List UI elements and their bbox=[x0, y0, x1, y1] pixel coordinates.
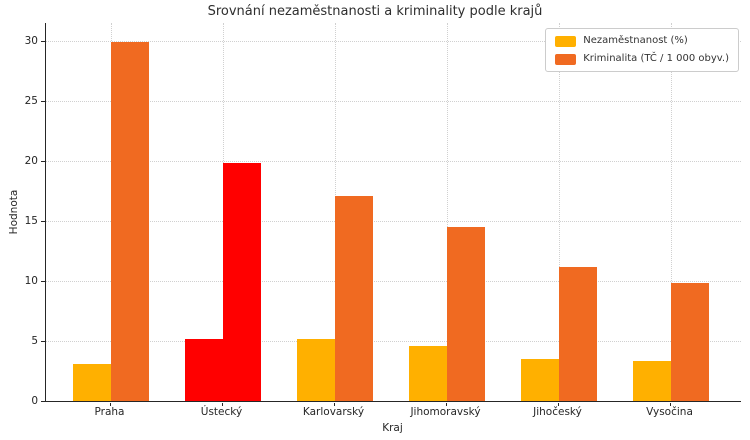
bar bbox=[558, 266, 597, 401]
x-tick-mark bbox=[109, 403, 111, 406]
x-tick-mark bbox=[669, 403, 671, 406]
y-tick-mark bbox=[41, 221, 45, 223]
bar bbox=[296, 338, 335, 401]
gridline-horizontal bbox=[46, 41, 741, 42]
gridline-horizontal bbox=[46, 221, 741, 222]
legend-entry: Nezaměstnanost (%) bbox=[555, 35, 729, 47]
x-axis-title: Kraj bbox=[382, 422, 403, 434]
legend-label: Nezaměstnanost (%) bbox=[583, 35, 688, 46]
y-tick-mark bbox=[41, 101, 45, 103]
legend-label: Kriminalita (TČ / 1 000 obyv.) bbox=[583, 53, 729, 64]
y-tick-mark bbox=[41, 401, 45, 403]
x-tick-label: Praha bbox=[94, 406, 125, 418]
bar bbox=[670, 283, 709, 401]
legend-swatch bbox=[555, 35, 577, 47]
gridline-horizontal bbox=[46, 281, 741, 282]
bar bbox=[446, 227, 485, 401]
bar bbox=[632, 361, 671, 401]
x-tick-label: Jihomoravský bbox=[410, 406, 481, 418]
bar bbox=[110, 42, 149, 401]
y-axis-title: Hodnota bbox=[8, 189, 20, 235]
gridline-horizontal bbox=[46, 101, 741, 102]
chart-title: Srovnání nezaměstnanosti a kriminality p… bbox=[207, 4, 543, 19]
bar bbox=[408, 345, 447, 401]
x-tick-label: Vysočina bbox=[646, 406, 693, 418]
y-tick-label: 0 bbox=[31, 395, 38, 407]
legend-swatch bbox=[555, 53, 577, 65]
y-tick-label: 30 bbox=[24, 35, 38, 47]
x-tick-mark bbox=[557, 403, 559, 406]
y-tick-mark bbox=[41, 41, 45, 43]
y-tick-label: 15 bbox=[24, 215, 38, 227]
x-tick-label: Jihočeský bbox=[533, 406, 582, 418]
gridline-vertical bbox=[670, 23, 672, 401]
plot-area bbox=[45, 23, 741, 402]
y-tick-mark bbox=[41, 161, 45, 163]
y-tick-label: 5 bbox=[31, 335, 38, 347]
gridline-horizontal bbox=[46, 161, 741, 162]
y-tick-label: 25 bbox=[24, 95, 38, 107]
gridline-vertical bbox=[558, 23, 560, 401]
x-tick-mark bbox=[221, 403, 223, 406]
gridline-horizontal bbox=[46, 341, 741, 342]
y-tick-mark bbox=[41, 281, 45, 283]
y-tick-label: 10 bbox=[24, 275, 38, 287]
x-tick-mark bbox=[333, 403, 335, 406]
bar bbox=[72, 363, 111, 401]
y-tick-label: 20 bbox=[24, 155, 38, 167]
bar bbox=[520, 359, 559, 401]
legend-entry: Kriminalita (TČ / 1 000 obyv.) bbox=[555, 53, 729, 65]
legend: Nezaměstnanost (%) Kriminalita (TČ / 1 00… bbox=[545, 28, 739, 72]
x-tick-label: Ústecký bbox=[200, 406, 243, 418]
y-tick-mark bbox=[41, 341, 45, 343]
bar bbox=[184, 338, 223, 401]
gridline-vertical bbox=[446, 23, 448, 401]
bar bbox=[334, 195, 373, 401]
x-tick-label: Karlovarský bbox=[302, 406, 365, 418]
x-tick-mark bbox=[445, 403, 447, 406]
bar bbox=[222, 163, 261, 401]
